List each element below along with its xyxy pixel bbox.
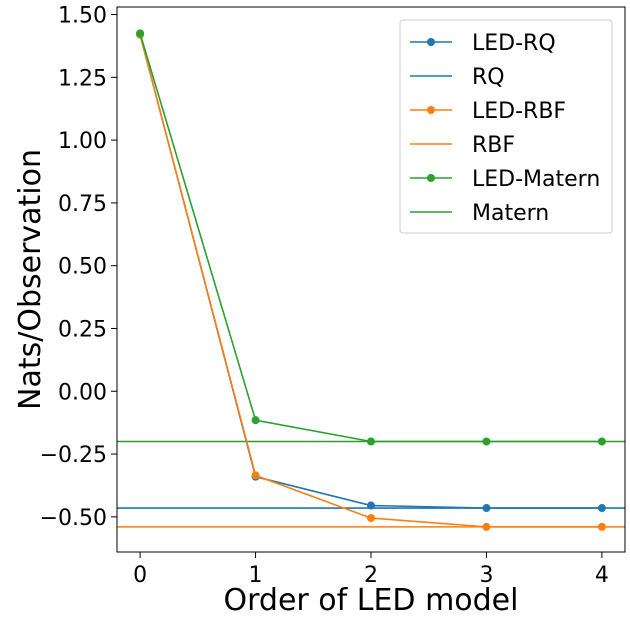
legend-label: LED-Matern [472,167,600,192]
x-axis-label: Order of LED model [224,583,519,618]
x-tick-label: 4 [595,563,609,588]
y-tick-label: −0.25 [40,443,107,468]
y-tick-label: 1.50 [58,4,107,29]
y-tick-label: 0.50 [58,255,107,280]
legend-swatch-marker [427,38,435,46]
y-tick-label: 1.25 [58,66,107,91]
y-tick-label: 0.00 [58,380,107,405]
y-axis-label: Nats/Observation [13,149,48,410]
legend-label: Matern [472,201,549,226]
x-tick-label: 1 [249,563,263,588]
y-axis-ticks: 1.50 1.25 1.00 0.75 0.50 0.25 0.00 −0.25 −0.50 [40,4,117,531]
y-tick-label: 0.25 [58,317,107,342]
legend-label: RBF [472,133,515,158]
data-point [597,504,606,513]
data-point [367,437,375,446]
legend-label: LED-RQ [472,31,556,56]
y-tick-label: 1.00 [58,129,107,154]
y-tick-label: −0.50 [40,506,107,531]
legend: LED-RQ RQ LED-RBF RBF LED-Matern Matern [399,19,613,234]
data-point [482,522,491,531]
legend-box [399,19,613,234]
data-point [482,504,491,513]
legend-swatch-marker [427,106,435,114]
data-point [136,29,145,38]
plot-marks [117,29,625,531]
legend-label: LED-RBF [472,99,566,124]
x-tick-label: 2 [364,563,378,588]
data-point [597,437,606,446]
y-tick-label: 0.75 [58,192,107,217]
legend-swatch-marker [427,174,435,182]
data-point [597,522,606,531]
data-point [251,416,260,425]
x-axis-ticks: 0 1 2 3 4 [133,552,609,588]
data-point [251,471,260,480]
data-point [482,437,491,446]
x-tick-label: 0 [133,563,147,588]
x-tick-label: 3 [479,563,493,588]
legend-label: RQ [472,65,505,90]
data-point [367,501,375,510]
data-point [367,514,375,523]
